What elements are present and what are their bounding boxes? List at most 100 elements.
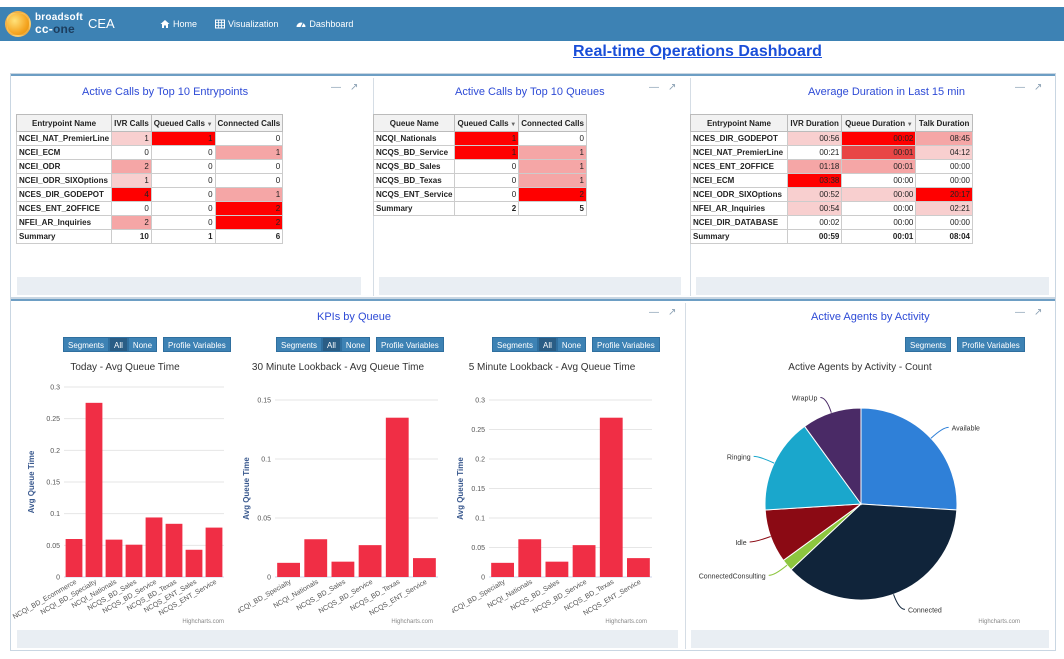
none-button[interactable]: None	[340, 337, 371, 352]
none-button[interactable]: None	[127, 337, 158, 352]
table-row[interactable]: NCEI_ECM 03:38 00:00 00:00	[690, 173, 973, 188]
popout-icon[interactable]: ↗	[668, 82, 677, 93]
segments-button[interactable]: Segments	[276, 337, 323, 352]
column-header[interactable]: IVR Duration	[786, 114, 843, 132]
value-cell: 1	[111, 173, 152, 188]
segments-button[interactable]: Segments	[905, 337, 952, 352]
table-row[interactable]: NCES_ENT_2OFFICE 01:18 00:01 00:00	[690, 159, 973, 174]
column-header-label: Entrypoint Name	[32, 118, 97, 128]
logo[interactable]: broadsoft cc-one	[5, 7, 83, 41]
summary-row[interactable]: Summary 00:59 00:01 08:04	[690, 229, 973, 244]
lookback30-bar-chart: Avg Queue Time00.050.10.15NCQI_BD_Specia…	[238, 398, 438, 625]
table-row[interactable]: NCEI_ODR 2 0 0	[15, 159, 284, 174]
row-name-cell: NCQS_BD_Service	[372, 145, 456, 160]
table-row[interactable]: NCEI_NAT_PremierLine 1 1 0	[15, 131, 284, 146]
profile-variables-button[interactable]: Profile Variables	[957, 337, 1025, 352]
value-cell: 00:01	[841, 229, 917, 244]
table-row[interactable]: NCES_DIR_GODEPOT 00:56 00:02 08:45	[690, 131, 973, 146]
column-header[interactable]: Queue Name	[372, 114, 456, 132]
chart-credits: Highcharts.com	[391, 619, 433, 625]
chart1-title: Today - Avg Queue Time	[70, 362, 180, 373]
nav-visualization[interactable]: Visualization	[215, 19, 278, 29]
pie-connector	[749, 536, 771, 543]
bar	[385, 417, 409, 577]
minimize-icon[interactable]: —	[1015, 82, 1025, 93]
value-cell: 04:12	[915, 145, 973, 160]
popout-icon[interactable]: ↗	[350, 82, 359, 93]
table-row[interactable]: NCEI_ECM 0 0 1	[15, 145, 284, 160]
value-cell: 2	[214, 201, 284, 216]
table-row[interactable]: NCES_ENT_2OFFICE 0 0 2	[15, 201, 284, 216]
column-header[interactable]: Queued Calls ▼	[150, 114, 216, 132]
minimize-icon[interactable]: —	[331, 82, 341, 93]
value-cell: 2	[111, 215, 152, 230]
y-tick-label: 0.3	[475, 398, 485, 405]
bar	[358, 545, 382, 577]
table-header-row: Entrypoint Name IVR Duration Queue Duratio…	[690, 114, 973, 132]
agents-panel-title: Active Agents by Activity	[811, 311, 930, 323]
column-header[interactable]: IVR Calls	[111, 114, 152, 132]
summary-row[interactable]: Summary 10 1 6	[15, 229, 284, 244]
page-title[interactable]: Real-time Operations Dashboard	[573, 43, 822, 60]
all-button[interactable]: All	[538, 337, 557, 352]
all-button[interactable]: All	[322, 337, 341, 352]
y-axis-title: Avg Queue Time	[456, 457, 465, 520]
column-header[interactable]: Queued Calls ▼	[454, 114, 520, 132]
minimize-icon[interactable]: —	[649, 307, 659, 318]
pie-label: Available	[952, 425, 980, 432]
table-header-row: Entrypoint Name IVR Calls Queued Calls ▼ Co…	[15, 114, 284, 132]
bar	[105, 539, 123, 577]
y-tick-label: 0	[481, 575, 485, 582]
bar	[85, 402, 103, 577]
value-cell: 1	[518, 159, 587, 174]
column-header[interactable]: Connected Calls	[518, 114, 587, 132]
profile-variables-button[interactable]: Profile Variables	[376, 337, 444, 352]
value-cell: 03:38	[786, 173, 843, 188]
profile-variables-button[interactable]: Profile Variables	[592, 337, 660, 352]
table-row[interactable]: NFEI_AR_Inquiries 2 0 2	[15, 215, 284, 230]
popout-icon[interactable]: ↗	[668, 307, 677, 318]
segments-button[interactable]: Segments	[63, 337, 110, 352]
none-button[interactable]: None	[556, 337, 587, 352]
column-header[interactable]: Queue Duration ▼	[841, 114, 917, 132]
column-header[interactable]: Connected Calls	[214, 114, 284, 132]
table-row[interactable]: NFEI_AR_Inquiries 00:54 00:00 02:21	[690, 201, 973, 216]
table-row[interactable]: NCQS_BD_Texas 0 1	[372, 173, 587, 188]
minimize-icon[interactable]: —	[1015, 307, 1025, 318]
table-row[interactable]: NCQS_BD_Sales 0 1	[372, 159, 587, 174]
bar	[165, 523, 183, 577]
table-row[interactable]: NCES_DIR_GODEPOT 4 0 1	[15, 187, 284, 202]
column-header-label: Queued Calls	[457, 118, 509, 128]
table-row[interactable]: NCQS_ENT_Service 0 2	[372, 187, 587, 202]
profile-variables-button[interactable]: Profile Variables	[163, 337, 231, 352]
table-row[interactable]: NCQI_Nationals 1 0	[372, 131, 587, 146]
queues-table: Queue Name Queued Calls ▼ Connected Calls …	[372, 114, 587, 216]
y-tick-label: 0.15	[257, 398, 271, 405]
column-header[interactable]: Entrypoint Name	[690, 114, 788, 132]
popout-icon[interactable]: ↗	[1034, 82, 1043, 93]
popout-icon[interactable]: ↗	[1034, 307, 1043, 318]
all-button[interactable]: All	[109, 337, 128, 352]
nav-home[interactable]: Home	[160, 19, 197, 29]
row-name-cell: NCQI_Nationals	[372, 131, 456, 146]
value-cell: 0	[454, 173, 520, 188]
y-tick-label: 0.25	[471, 427, 485, 434]
table-row[interactable]: NCEI_ODR_SIXOptions 1 0 0	[15, 173, 284, 188]
segments-button[interactable]: Segments	[492, 337, 539, 352]
bar	[205, 527, 223, 577]
value-cell: 00:00	[841, 215, 917, 230]
table-row[interactable]: NCEI_ODR_SIXOptions 00:52 00:00 20:17	[690, 187, 973, 202]
pie-connector	[753, 455, 775, 464]
nav-dashboard[interactable]: Dashboard	[296, 19, 353, 29]
row-name-cell: Summary	[372, 201, 456, 216]
entrypoints-table: Entrypoint Name IVR Calls Queued Calls ▼ Co…	[15, 114, 284, 244]
table-body: NCQI_Nationals 1 0 NCQS_BD_Service 1 1 NCQS_BD…	[372, 131, 587, 216]
column-header[interactable]: Entrypoint Name	[15, 114, 113, 132]
pie-slice	[860, 407, 958, 511]
table-row[interactable]: NCEI_DIR_DATABASE 00:02 00:00 00:00	[690, 215, 973, 230]
table-row[interactable]: NCQS_BD_Service 1 1	[372, 145, 587, 160]
table-row[interactable]: NCEI_NAT_PremierLine 00:21 00:01 04:12	[690, 145, 973, 160]
summary-row[interactable]: Summary 2 5	[372, 201, 587, 216]
minimize-icon[interactable]: —	[649, 82, 659, 93]
column-header[interactable]: Talk Duration	[915, 114, 973, 132]
